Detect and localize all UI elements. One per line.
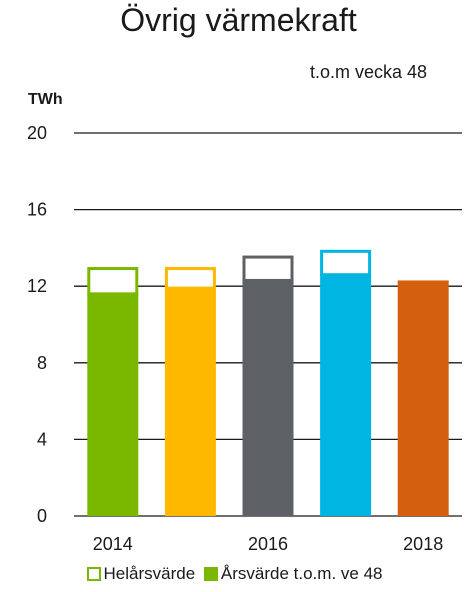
y-tick-label: 8: [37, 353, 47, 373]
y-tick-label: 4: [37, 429, 47, 449]
bar-helarsvarde-2016: [242, 255, 294, 282]
bar-helarsvarde-2014: [87, 267, 139, 296]
x-tick-label: 2016: [248, 534, 288, 554]
x-tick-labels: 2014 2016 2018: [93, 534, 443, 554]
y-tick-label: 20: [27, 123, 47, 143]
y-unit-label: TWh: [28, 91, 63, 108]
legend: Helårsvärde Årsvärde t.o.m. ve 48: [0, 564, 469, 586]
bar-arsvarde-2014: [87, 293, 139, 516]
legend-label-helarsvarde: Helårsvärde: [103, 564, 196, 583]
chart-title: Övrig värmekraft: [120, 2, 357, 38]
bar-arsvarde-2017: [320, 274, 372, 516]
y-tick-label: 12: [27, 276, 47, 296]
y-tick-label: 16: [27, 200, 47, 220]
bar-helarsvarde-2015: [164, 267, 216, 290]
x-tick-label: 2014: [93, 534, 133, 554]
legend-item-arsvarde: Årsvärde t.o.m. ve 48: [203, 564, 383, 584]
y-tick-labels: 0 4 8 12 16 20: [27, 123, 47, 526]
bar-arsvarde-2018: [397, 280, 449, 516]
x-tick-label: 2018: [403, 534, 443, 554]
bars: [87, 249, 449, 516]
legend-label-arsvarde: Årsvärde t.o.m. ve 48: [220, 564, 383, 583]
legend-item-helarsvarde: Helårsvärde: [86, 564, 196, 584]
legend-swatch-filled: [203, 567, 218, 581]
y-tick-label: 0: [37, 506, 47, 526]
chart-subtitle: t.o.m vecka 48: [309, 62, 427, 82]
bar-helarsvarde-2017: [320, 249, 372, 277]
bar-arsvarde-2016: [242, 280, 294, 516]
bar-arsvarde-2015: [164, 288, 216, 516]
legend-swatch-outline: [86, 567, 101, 581]
